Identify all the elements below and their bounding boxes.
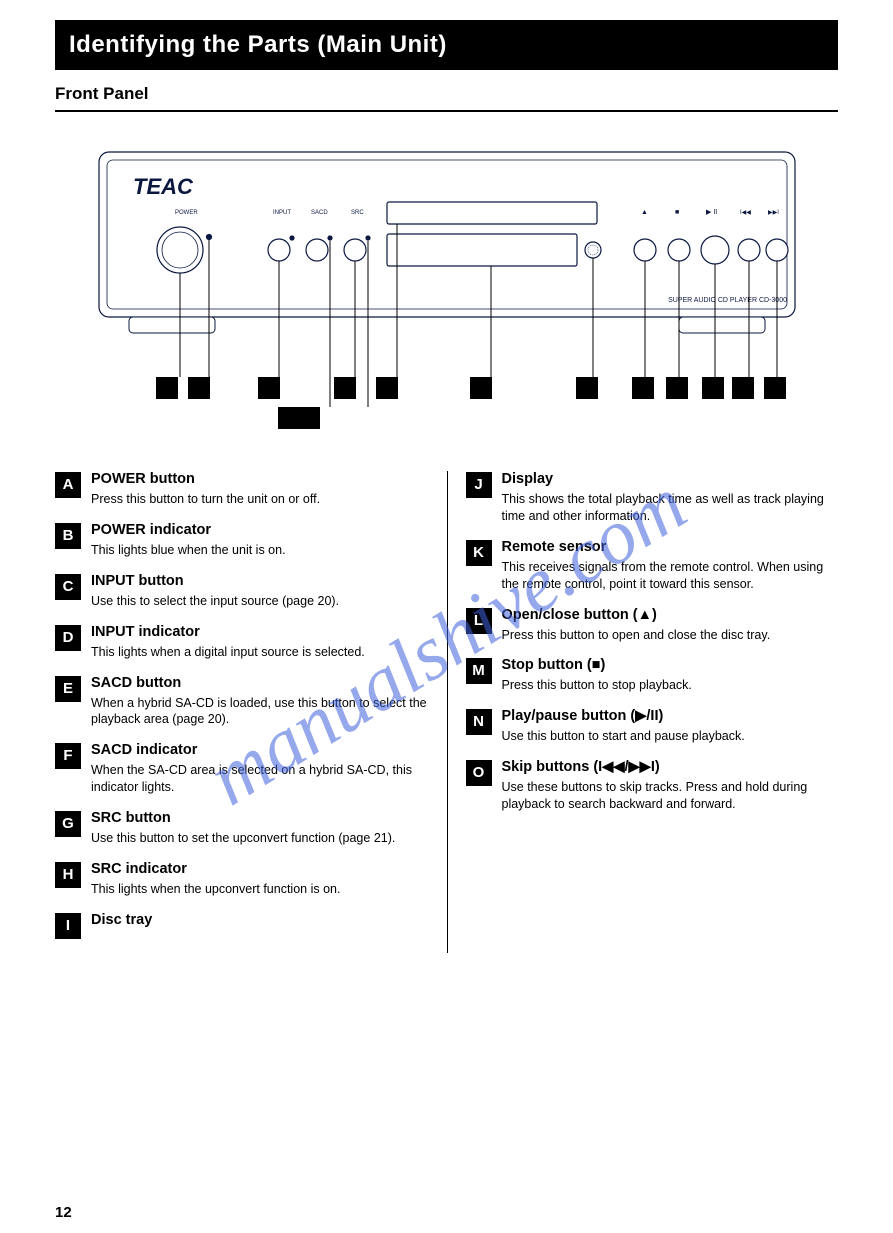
item-desc: Use this button to start and pause playb…: [502, 728, 839, 745]
svg-text:▶▶I: ▶▶I: [768, 210, 779, 216]
item-title: Open/close button (▲): [502, 607, 839, 623]
svg-text:POWER: POWER: [175, 210, 198, 216]
svg-text:▶ II: ▶ II: [706, 209, 717, 216]
device-svg: TEAC POWER INPUT SACD SRC ▲ ■ ▶ II I◀◀ ▶▶I SUPER A…: [87, 142, 807, 447]
item-title: Remote sensor: [502, 539, 839, 555]
item-marker: M: [466, 658, 492, 684]
item-body: SACD button When a hybrid SA-CD is loaded…: [91, 675, 429, 729]
item-desc: When a hybrid SA-CD is loaded, use this …: [91, 695, 429, 729]
item-title: Stop button (■): [502, 657, 839, 673]
item: K Remote sensor This receives signals from…: [466, 539, 839, 593]
item: D INPUT indicator This lights when a digit…: [55, 624, 429, 661]
page-number: 12: [55, 1204, 72, 1221]
item-body: Skip buttons (I◀◀/▶▶I) Use these buttons …: [502, 759, 839, 813]
item-desc: Use these buttons to skip tracks. Press …: [502, 779, 839, 813]
item-title: INPUT indicator: [91, 624, 429, 640]
item-marker: D: [55, 625, 81, 651]
item-marker: B: [55, 523, 81, 549]
item-title: Play/pause button (▶/II): [502, 708, 839, 724]
device-diagram: TEAC POWER INPUT SACD SRC ▲ ■ ▶ II I◀◀ ▶▶I SUPER A…: [55, 142, 838, 447]
item-desc: This lights blue when the unit is on.: [91, 542, 429, 559]
item-desc: Press this button to open and close the …: [502, 627, 839, 644]
item-desc: This shows the total playback time as we…: [502, 491, 839, 525]
item-title: SRC button: [91, 810, 429, 826]
item-desc: When the SA-CD area is selected on a hyb…: [91, 762, 429, 796]
item-marker: J: [466, 472, 492, 498]
items-column-right: J Display This shows the total playback ti…: [447, 471, 839, 953]
item-body: POWER button Press this button to turn th…: [91, 471, 429, 508]
item-title: SRC indicator: [91, 861, 429, 877]
item-title: Disc tray: [91, 912, 429, 928]
item-desc: Use this button to set the upconvert fun…: [91, 830, 429, 847]
item-desc: Use this to select the input source (pag…: [91, 593, 429, 610]
svg-text:TEAC: TEAC: [133, 174, 194, 199]
item-marker: A: [55, 472, 81, 498]
item: A POWER button Press this button to turn t…: [55, 471, 429, 508]
item-body: Stop button (■) Press this button to stop…: [502, 657, 839, 694]
item: J Display This shows the total playback ti…: [466, 471, 839, 525]
item-marker: L: [466, 608, 492, 634]
item: B POWER indicator This lights blue when th…: [55, 522, 429, 559]
svg-text:SACD: SACD: [311, 210, 328, 216]
item-body: SACD indicator When the SA-CD area is sel…: [91, 742, 429, 796]
item-marker: F: [55, 743, 81, 769]
subhead-title: Front Panel: [55, 76, 838, 112]
item: M Stop button (■) Press this button to sto…: [466, 657, 839, 694]
item-desc: Press this button to stop playback.: [502, 677, 839, 694]
item-marker: C: [55, 574, 81, 600]
item-title: SACD indicator: [91, 742, 429, 758]
item: N Play/pause button (▶/II) Use this button…: [466, 708, 839, 745]
item-body: INPUT button Use this to select the input…: [91, 573, 429, 610]
svg-text:▲: ▲: [641, 209, 648, 216]
item: L Open/close button (▲) Press this button …: [466, 607, 839, 644]
svg-text:INPUT: INPUT: [273, 210, 291, 216]
item-marker: H: [55, 862, 81, 888]
item: O Skip buttons (I◀◀/▶▶I) Use these buttons…: [466, 759, 839, 813]
item-title: POWER button: [91, 471, 429, 487]
svg-text:■: ■: [675, 209, 679, 216]
item-title: Skip buttons (I◀◀/▶▶I): [502, 759, 839, 775]
item-marker: G: [55, 811, 81, 837]
item-desc: Press this button to turn the unit on or…: [91, 491, 429, 508]
item-body: SRC indicator This lights when the upconv…: [91, 861, 429, 898]
item-body: SRC button Use this button to set the upc…: [91, 810, 429, 847]
item-title: SACD button: [91, 675, 429, 691]
item-desc: This receives signals from the remote co…: [502, 559, 839, 593]
item-title: INPUT button: [91, 573, 429, 589]
svg-text:I◀◀: I◀◀: [740, 210, 751, 216]
item-marker: K: [466, 540, 492, 566]
svg-text:SUPER AUDIO CD PLAYER CD-3000: SUPER AUDIO CD PLAYER CD-3000: [668, 297, 787, 304]
svg-text:SRC: SRC: [351, 210, 364, 216]
items-column-left: A POWER button Press this button to turn t…: [55, 471, 447, 953]
item: H SRC indicator This lights when the upcon…: [55, 861, 429, 898]
item-body: Remote sensor This receives signals from …: [502, 539, 839, 593]
item: C INPUT button Use this to select the inpu…: [55, 573, 429, 610]
item-body: Display This shows the total playback tim…: [502, 471, 839, 525]
item: I Disc tray: [55, 912, 429, 939]
item-body: Open/close button (▲) Press this button t…: [502, 607, 839, 644]
item-body: Disc tray: [91, 912, 429, 939]
item: G SRC button Use this button to set the up…: [55, 810, 429, 847]
item: E SACD button When a hybrid SA-CD is loade…: [55, 675, 429, 729]
item-marker: N: [466, 709, 492, 735]
item-title: POWER indicator: [91, 522, 429, 538]
item-marker: E: [55, 676, 81, 702]
item-title: Display: [502, 471, 839, 487]
item-body: Play/pause button (▶/II) Use this button …: [502, 708, 839, 745]
item-body: INPUT indicator This lights when a digita…: [91, 624, 429, 661]
item-desc: This lights when a digital input source …: [91, 644, 429, 661]
item: F SACD indicator When the SA-CD area is se…: [55, 742, 429, 796]
header-title: Identifying the Parts (Main Unit): [55, 20, 838, 70]
item-marker: I: [55, 913, 81, 939]
item-marker: O: [466, 760, 492, 786]
item-body: POWER indicator This lights blue when the…: [91, 522, 429, 559]
item-desc: This lights when the upconvert function …: [91, 881, 429, 898]
